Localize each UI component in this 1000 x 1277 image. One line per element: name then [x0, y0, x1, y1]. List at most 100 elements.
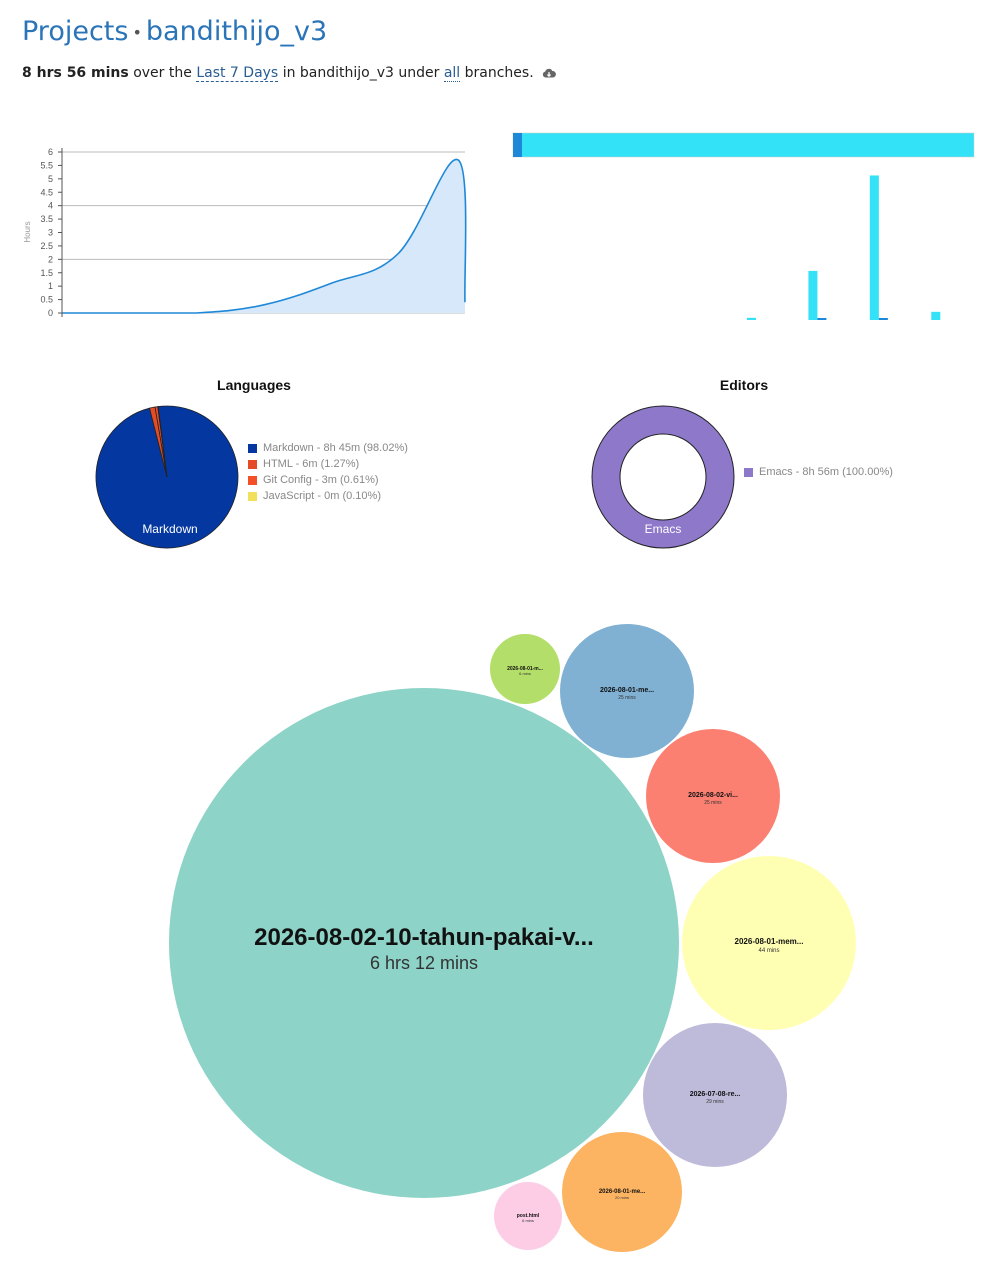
editors-legend-item[interactable]: Emacs - 8h 56m (100.00%) [744, 464, 893, 480]
legend-label: HTML - 6m (1.27%) [263, 458, 360, 470]
legend-swatch [248, 475, 257, 485]
file-bubble-time: 6 mins [519, 671, 531, 676]
file-bubble-time: 6 hrs 12 mins [370, 953, 478, 973]
legend-label: Git Config - 3m (0.61%) [263, 474, 379, 486]
projects-link[interactable]: Projects [22, 16, 129, 47]
activity-line [62, 158, 467, 314]
activity-y-tick-label: 3 [48, 228, 53, 238]
daily-bar[interactable] [931, 311, 941, 320]
file-bubble-circle[interactable] [560, 624, 694, 758]
summary-line: 8 hrs 56 mins over the Last 7 Days in ba… [22, 64, 982, 82]
languages-pie: Markdown [95, 405, 239, 549]
file-bubble-circle[interactable] [490, 634, 560, 704]
summary-text-in: in bandithijo_v3 under [282, 64, 440, 81]
file-bubble[interactable]: 2026-08-02-vi...25 mins [646, 729, 780, 863]
activity-y-tick-label: 4 [48, 201, 53, 211]
file-bubble-label: 2026-08-01-m... [507, 666, 543, 672]
summary-text-over: over the [133, 64, 192, 81]
file-bubble-time: 29 mins [706, 1099, 724, 1105]
editors-title: Editors [719, 377, 769, 393]
file-bubble-time: 25 mins [704, 800, 722, 806]
daily-bar-secondary[interactable] [817, 318, 827, 320]
activity-y-tick-label: 6 [48, 147, 53, 157]
file-bubble-label: 2026-08-01-mem... [735, 937, 804, 946]
file-bubble-label: 2026-08-02-vi... [688, 792, 738, 799]
file-bubble[interactable]: 2026-08-01-me...25 mins [560, 624, 694, 758]
editors-donut-outer-border [591, 405, 735, 549]
daily-total-bar-accent[interactable] [513, 133, 522, 157]
file-bubble-time: 25 mins [618, 695, 636, 701]
editors-donut-label: Emacs [645, 522, 682, 536]
daily-bar[interactable] [869, 175, 879, 320]
file-bubble-label: post.html [517, 1213, 540, 1219]
languages-legend-item[interactable]: Markdown - 8h 45m (98.02%) [248, 440, 408, 456]
file-bubble-label: 2026-08-01-me... [599, 1189, 646, 1195]
file-bubble-circle[interactable] [169, 688, 679, 1198]
file-bubble[interactable]: 2026-08-01-mem... 44 mins [682, 856, 856, 1030]
activity-chart: 0 0.5 1 1.5 2 2.5 3 3.5 4 4.5 5 5.5 6 Hours [23, 147, 467, 318]
activity-y-label: Hours [23, 221, 32, 242]
languages-legend-item[interactable]: Git Config - 3m (0.61%) [248, 472, 408, 488]
legend-label: Emacs - 8h 56m (100.00%) [759, 466, 893, 478]
cloud-download-icon[interactable] [542, 68, 557, 78]
daily-bar[interactable] [747, 317, 756, 320]
daily-bar-chart [512, 132, 975, 320]
page-header: Projects • bandithijo_v3 8 hrs 56 mins ove… [22, 14, 982, 82]
activity-area-fill [62, 159, 466, 313]
file-bubble-circle[interactable] [643, 1023, 787, 1167]
daily-bar[interactable] [808, 270, 818, 320]
editors-legend: Emacs - 8h 56m (100.00%) [744, 464, 893, 480]
file-bubbles: 2026-08-02-10-tahun-pakai-v...6 hrs 12 m… [169, 624, 856, 1252]
legend-swatch [248, 459, 257, 469]
editors-donut-ring[interactable] [592, 406, 734, 548]
legend-swatch [744, 467, 753, 477]
file-bubble-label: 2026-07-08-re... [690, 1091, 741, 1098]
activity-y-tick-label: 4.5 [40, 187, 53, 197]
file-bubble-circle[interactable] [494, 1182, 562, 1250]
file-bubble-time: 44 mins [758, 948, 779, 954]
file-bubble[interactable]: 2026-08-01-m...6 mins [490, 634, 560, 704]
languages-legend-item[interactable]: HTML - 6m (1.27%) [248, 456, 408, 472]
legend-label: JavaScript - 0m (0.10%) [263, 490, 381, 502]
editors-donut: Emacs [591, 405, 735, 549]
languages-legend: Markdown - 8h 45m (98.02%) HTML - 6m (1.2… [248, 440, 408, 504]
file-bubble-circle[interactable] [562, 1132, 682, 1252]
languages-legend-item[interactable]: JavaScript - 0m (0.10%) [248, 488, 408, 504]
daily-bar-secondary[interactable] [878, 318, 888, 320]
files-bubble-chart: 2026-08-02-10-tahun-pakai-v...6 hrs 12 m… [169, 624, 856, 1252]
legend-swatch [248, 491, 257, 501]
file-bubble[interactable]: 2026-07-08-re...29 mins [643, 1023, 787, 1167]
languages-pie-slice[interactable] [157, 406, 168, 478]
file-bubble-label: 2026-08-01-me... [600, 687, 654, 694]
total-time: 8 hrs 56 mins [22, 64, 129, 81]
activity-y-tick-label: 0 [48, 308, 53, 318]
editors-donut-inner-border [619, 433, 707, 521]
activity-y-ticks: 0 0.5 1 1.5 2 2.5 3 3.5 4 4.5 5 5.5 6 [40, 147, 62, 318]
daily-total-bar[interactable] [512, 132, 975, 158]
activity-y-tick-label: 1.5 [40, 268, 53, 278]
title-separator: • [132, 22, 142, 42]
page-title: Projects • bandithijo_v3 [22, 14, 982, 51]
file-bubble[interactable]: 2026-08-01-me...20 mins [562, 1132, 682, 1252]
activity-y-tick-label: 5 [48, 174, 53, 184]
branches-link[interactable]: all [443, 64, 461, 82]
project-name-link[interactable]: bandithijo_v3 [145, 16, 328, 47]
activity-y-tick-label: 2.5 [40, 241, 53, 251]
date-range-link[interactable]: Last 7 Days [196, 64, 279, 82]
file-bubble-circle[interactable] [646, 729, 780, 863]
file-bubble-label: 2026-08-02-10-tahun-pakai-v... [254, 924, 594, 951]
file-bubble-circle[interactable] [682, 856, 856, 1030]
legend-label: Markdown - 8h 45m (98.02%) [263, 442, 408, 454]
legend-swatch [248, 443, 257, 453]
languages-pie-label: Markdown [142, 522, 197, 536]
file-bubble[interactable]: 2026-08-02-10-tahun-pakai-v...6 hrs 12 m… [169, 688, 679, 1198]
activity-y-tick-label: 1 [48, 281, 53, 291]
file-bubble-time: 20 mins [615, 1195, 629, 1200]
daily-bars [747, 175, 941, 320]
activity-y-tick-label: 3.5 [40, 214, 53, 224]
activity-y-tick-label: 5.5 [40, 160, 53, 170]
languages-slices [95, 405, 239, 549]
activity-y-tick-label: 2 [48, 254, 53, 264]
file-bubble-time: 6 mins [522, 1218, 534, 1223]
